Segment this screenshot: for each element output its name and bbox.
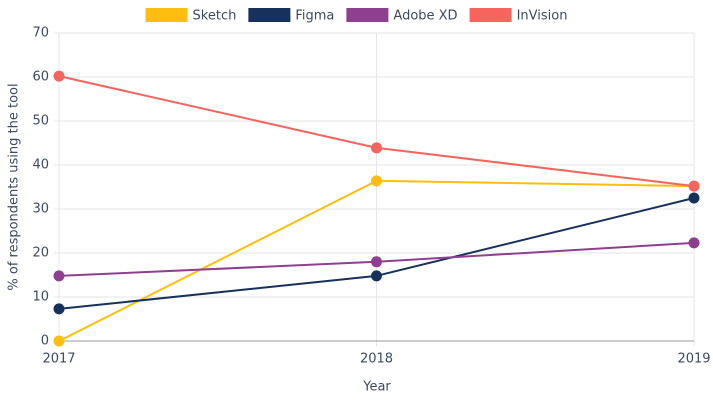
x-tick-label: 2018 — [360, 352, 393, 367]
legend-label: InVision — [517, 9, 568, 24]
y-tick-label: 40 — [32, 158, 49, 173]
x-tick-label: 2017 — [42, 352, 75, 367]
data-point — [688, 180, 700, 192]
data-point — [688, 192, 700, 204]
y-tick-label: 50 — [32, 114, 49, 129]
data-point — [371, 270, 382, 282]
legend-swatch — [469, 8, 512, 22]
data-point — [53, 270, 65, 282]
data-point — [371, 175, 382, 187]
data-point — [53, 70, 65, 82]
y-tick-label: 30 — [32, 202, 49, 217]
data-point — [371, 142, 382, 154]
y-tick-label: 0 — [41, 334, 49, 349]
x-axis-title: Year — [362, 380, 391, 395]
legend-label: Adobe XD — [393, 9, 457, 24]
data-point — [688, 237, 700, 249]
y-tick-label: 10 — [32, 290, 49, 305]
legend-label: Figma — [295, 9, 334, 24]
x-tick-label: 2019 — [677, 352, 710, 367]
y-tick-label: 20 — [32, 246, 49, 261]
y-tick-label: 60 — [32, 70, 49, 85]
y-axis-title: % of respondents using the tool — [7, 83, 22, 290]
data-point — [53, 303, 65, 315]
legend-swatch — [145, 8, 188, 22]
legend: Sketch Figma Adobe XD InVision — [145, 8, 568, 24]
y-tick-label: 70 — [32, 26, 49, 41]
legend-swatch — [248, 8, 291, 22]
data-point — [53, 335, 65, 347]
data-point — [371, 256, 382, 268]
legend-swatch — [346, 8, 389, 22]
legend-label: Sketch — [193, 9, 237, 24]
